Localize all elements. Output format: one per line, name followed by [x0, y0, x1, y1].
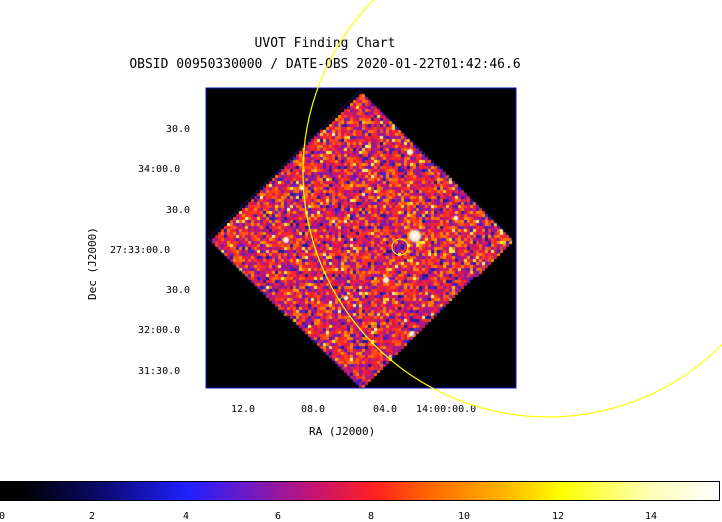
colorbar-tick: 2 [88, 511, 96, 522]
y-tick-label: 34:00.0 [138, 164, 181, 175]
y-tick-label: 30.0 [166, 124, 191, 135]
y-tick-label: 30.0 [166, 285, 191, 296]
x-tick-label: 14:00:00.0 [416, 404, 477, 415]
colorbar [0, 481, 720, 501]
x-tick-label: 04.0 [373, 404, 398, 415]
colorbar-tick: 14 [644, 511, 658, 522]
colorbar-tick: 10 [457, 511, 471, 522]
chart-subtitle: OBSID 00950330000 / DATE-OBS 2020-01-22T… [129, 57, 521, 72]
y-tick-label: 30.0 [166, 205, 191, 216]
y-axis-label: Dec (J2000) [86, 227, 99, 300]
colorbar-tick: 12 [551, 511, 565, 522]
colorbar-tick: 4 [182, 511, 190, 522]
colorbar-tick: 0 [0, 511, 6, 522]
x-tick-label: 12.0 [231, 404, 256, 415]
x-axis-label: RA (J2000) [309, 425, 376, 438]
y-tick-label: 32:00.0 [138, 325, 181, 336]
chart-title: UVOT Finding Chart [254, 36, 396, 51]
y-tick-label: 27:33:00.0 [110, 245, 171, 256]
x-tick-label: 08.0 [301, 404, 326, 415]
y-tick-label: 31:30.0 [138, 366, 181, 377]
colorbar-tick: 8 [367, 511, 375, 522]
finding-chart-image [206, 88, 516, 388]
colorbar-tick: 6 [274, 511, 282, 522]
